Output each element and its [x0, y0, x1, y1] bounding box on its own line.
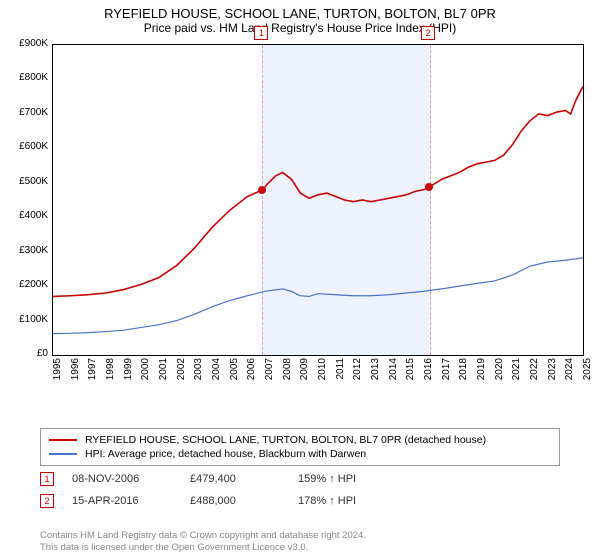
sale-price: £479,400 — [190, 473, 280, 485]
sale-pct: 178% ↑ HPI — [298, 495, 356, 507]
sale-price: £488,000 — [190, 495, 280, 507]
legend-label: RYEFIELD HOUSE, SCHOOL LANE, TURTON, BOL… — [85, 434, 486, 446]
footer-line: Contains HM Land Registry data © Crown c… — [40, 530, 580, 542]
sale-marker-icon: 2 — [40, 494, 54, 508]
sale-date: 08-NOV-2006 — [72, 473, 172, 485]
chart-container: RYEFIELD HOUSE, SCHOOL LANE, TURTON, BOL… — [0, 0, 600, 560]
legend-item: RYEFIELD HOUSE, SCHOOL LANE, TURTON, BOL… — [49, 433, 551, 447]
legend-label: HPI: Average price, detached house, Blac… — [85, 448, 366, 460]
page-subtitle: Price paid vs. HM Land Registry's House … — [0, 21, 600, 39]
sale-row: 2 15-APR-2016 £488,000 178% ↑ HPI — [40, 494, 560, 508]
legend-swatch — [49, 453, 77, 455]
footer: Contains HM Land Registry data © Crown c… — [40, 530, 580, 554]
plot-area — [52, 44, 584, 356]
footer-line: This data is licensed under the Open Gov… — [40, 542, 580, 554]
legend: RYEFIELD HOUSE, SCHOOL LANE, TURTON, BOL… — [40, 428, 560, 466]
sale-date: 15-APR-2016 — [72, 495, 172, 507]
chart-wrap: £0£100K£200K£300K£400K£500K£600K£700K£80… — [10, 44, 590, 384]
sale-pct: 159% ↑ HPI — [298, 473, 356, 485]
page-title: RYEFIELD HOUSE, SCHOOL LANE, TURTON, BOL… — [0, 0, 600, 21]
sale-row: 1 08-NOV-2006 £479,400 159% ↑ HPI — [40, 472, 560, 486]
sale-marker-icon: 1 — [40, 472, 54, 486]
legend-swatch — [49, 439, 77, 441]
legend-item: HPI: Average price, detached house, Blac… — [49, 447, 551, 461]
